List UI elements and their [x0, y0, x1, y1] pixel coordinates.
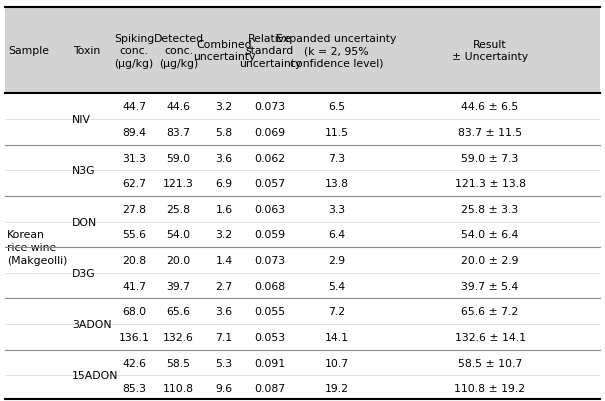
Text: 83.7: 83.7: [166, 128, 191, 138]
Text: 10.7: 10.7: [324, 358, 348, 368]
Text: Korean
rice wine
(Makgeolli): Korean rice wine (Makgeolli): [7, 229, 68, 266]
Text: 110.8: 110.8: [163, 383, 194, 393]
Text: 62.7: 62.7: [122, 179, 146, 189]
Text: 58.5 ± 10.7: 58.5 ± 10.7: [458, 358, 522, 368]
Text: 132.6: 132.6: [163, 332, 194, 342]
Text: 89.4: 89.4: [122, 128, 146, 138]
Text: Detected
conc.
(μg/kg): Detected conc. (μg/kg): [154, 34, 203, 69]
Text: 20.0 ± 2.9: 20.0 ± 2.9: [461, 255, 519, 265]
Text: 65.6: 65.6: [166, 306, 191, 316]
Text: 25.8: 25.8: [166, 204, 191, 214]
Text: 3.2: 3.2: [215, 102, 232, 112]
Text: 41.7: 41.7: [122, 281, 146, 291]
Text: Result
± Uncertainty: Result ± Uncertainty: [452, 40, 528, 62]
Text: 44.6 ± 6.5: 44.6 ± 6.5: [462, 102, 518, 112]
Text: 0.055: 0.055: [254, 306, 286, 316]
Bar: [5, 8, 600, 94]
Text: 3.6: 3.6: [215, 153, 232, 163]
Text: 0.073: 0.073: [254, 255, 286, 265]
Text: Combined
uncertainty: Combined uncertainty: [192, 40, 255, 62]
Text: DON: DON: [72, 217, 97, 227]
Text: 20.8: 20.8: [122, 255, 146, 265]
Text: 9.6: 9.6: [215, 383, 232, 393]
Text: 42.6: 42.6: [122, 358, 146, 368]
Text: 39.7: 39.7: [166, 281, 191, 291]
Text: 0.091: 0.091: [254, 358, 286, 368]
Text: 1.4: 1.4: [215, 255, 232, 265]
Text: N3G: N3G: [72, 166, 96, 176]
Text: 59.0: 59.0: [166, 153, 191, 163]
Text: 5.4: 5.4: [328, 281, 345, 291]
Text: 13.8: 13.8: [324, 179, 348, 189]
Text: Relative
standard
uncertainty: Relative standard uncertainty: [238, 34, 301, 69]
Text: 25.8 ± 3.3: 25.8 ± 3.3: [462, 204, 518, 214]
Text: 0.068: 0.068: [254, 281, 286, 291]
Text: 1.6: 1.6: [215, 204, 232, 214]
Text: 0.053: 0.053: [254, 332, 286, 342]
Text: 15ADON: 15ADON: [72, 371, 119, 381]
Text: 7.1: 7.1: [215, 332, 232, 342]
Text: 31.3: 31.3: [122, 153, 146, 163]
Text: 3ADON: 3ADON: [72, 319, 111, 329]
Text: 121.3: 121.3: [163, 179, 194, 189]
Text: 44.6: 44.6: [166, 102, 191, 112]
Text: 0.063: 0.063: [254, 204, 286, 214]
Text: D3G: D3G: [72, 268, 96, 278]
Text: 54.0 ± 6.4: 54.0 ± 6.4: [462, 230, 518, 240]
Text: 19.2: 19.2: [324, 383, 348, 393]
Text: 65.6 ± 7.2: 65.6 ± 7.2: [462, 306, 518, 316]
Text: 121.3 ± 13.8: 121.3 ± 13.8: [454, 179, 526, 189]
Text: 54.0: 54.0: [166, 230, 191, 240]
Text: NIV: NIV: [72, 115, 91, 125]
Text: 2.9: 2.9: [328, 255, 345, 265]
Text: 39.7 ± 5.4: 39.7 ± 5.4: [462, 281, 518, 291]
Text: 0.069: 0.069: [254, 128, 286, 138]
Text: 2.7: 2.7: [215, 281, 232, 291]
Text: 20.0: 20.0: [166, 255, 191, 265]
Text: 0.059: 0.059: [254, 230, 286, 240]
Text: 83.7 ± 11.5: 83.7 ± 11.5: [458, 128, 522, 138]
Text: 7.2: 7.2: [328, 306, 345, 316]
Text: 6.5: 6.5: [328, 102, 345, 112]
Text: 7.3: 7.3: [328, 153, 345, 163]
Text: 27.8: 27.8: [122, 204, 146, 214]
Text: 5.8: 5.8: [215, 128, 232, 138]
Text: 14.1: 14.1: [324, 332, 348, 342]
Text: Spiking
conc.
(μg/kg): Spiking conc. (μg/kg): [114, 34, 154, 69]
Text: 0.087: 0.087: [254, 383, 286, 393]
Text: Sample: Sample: [8, 46, 49, 56]
Text: 132.6 ± 14.1: 132.6 ± 14.1: [454, 332, 526, 342]
Text: 3.2: 3.2: [215, 230, 232, 240]
Text: Expanded uncertainty
(k = 2, 95%
confidence level): Expanded uncertainty (k = 2, 95% confide…: [276, 34, 396, 69]
Text: 44.7: 44.7: [122, 102, 146, 112]
Text: 59.0 ± 7.3: 59.0 ± 7.3: [462, 153, 518, 163]
Text: 110.8 ± 19.2: 110.8 ± 19.2: [454, 383, 526, 393]
Text: 3.6: 3.6: [215, 306, 232, 316]
Text: 55.6: 55.6: [122, 230, 146, 240]
Bar: [5, 94, 600, 401]
Text: 85.3: 85.3: [122, 383, 146, 393]
Text: 3.3: 3.3: [328, 204, 345, 214]
Text: Toxin: Toxin: [73, 46, 100, 56]
Text: 6.9: 6.9: [215, 179, 232, 189]
Text: 0.062: 0.062: [254, 153, 286, 163]
Text: 58.5: 58.5: [166, 358, 191, 368]
Text: 5.3: 5.3: [215, 358, 232, 368]
Text: 11.5: 11.5: [324, 128, 348, 138]
Text: 136.1: 136.1: [119, 332, 149, 342]
Text: 0.073: 0.073: [254, 102, 286, 112]
Text: 68.0: 68.0: [122, 306, 146, 316]
Text: 6.4: 6.4: [328, 230, 345, 240]
Text: 0.057: 0.057: [254, 179, 286, 189]
